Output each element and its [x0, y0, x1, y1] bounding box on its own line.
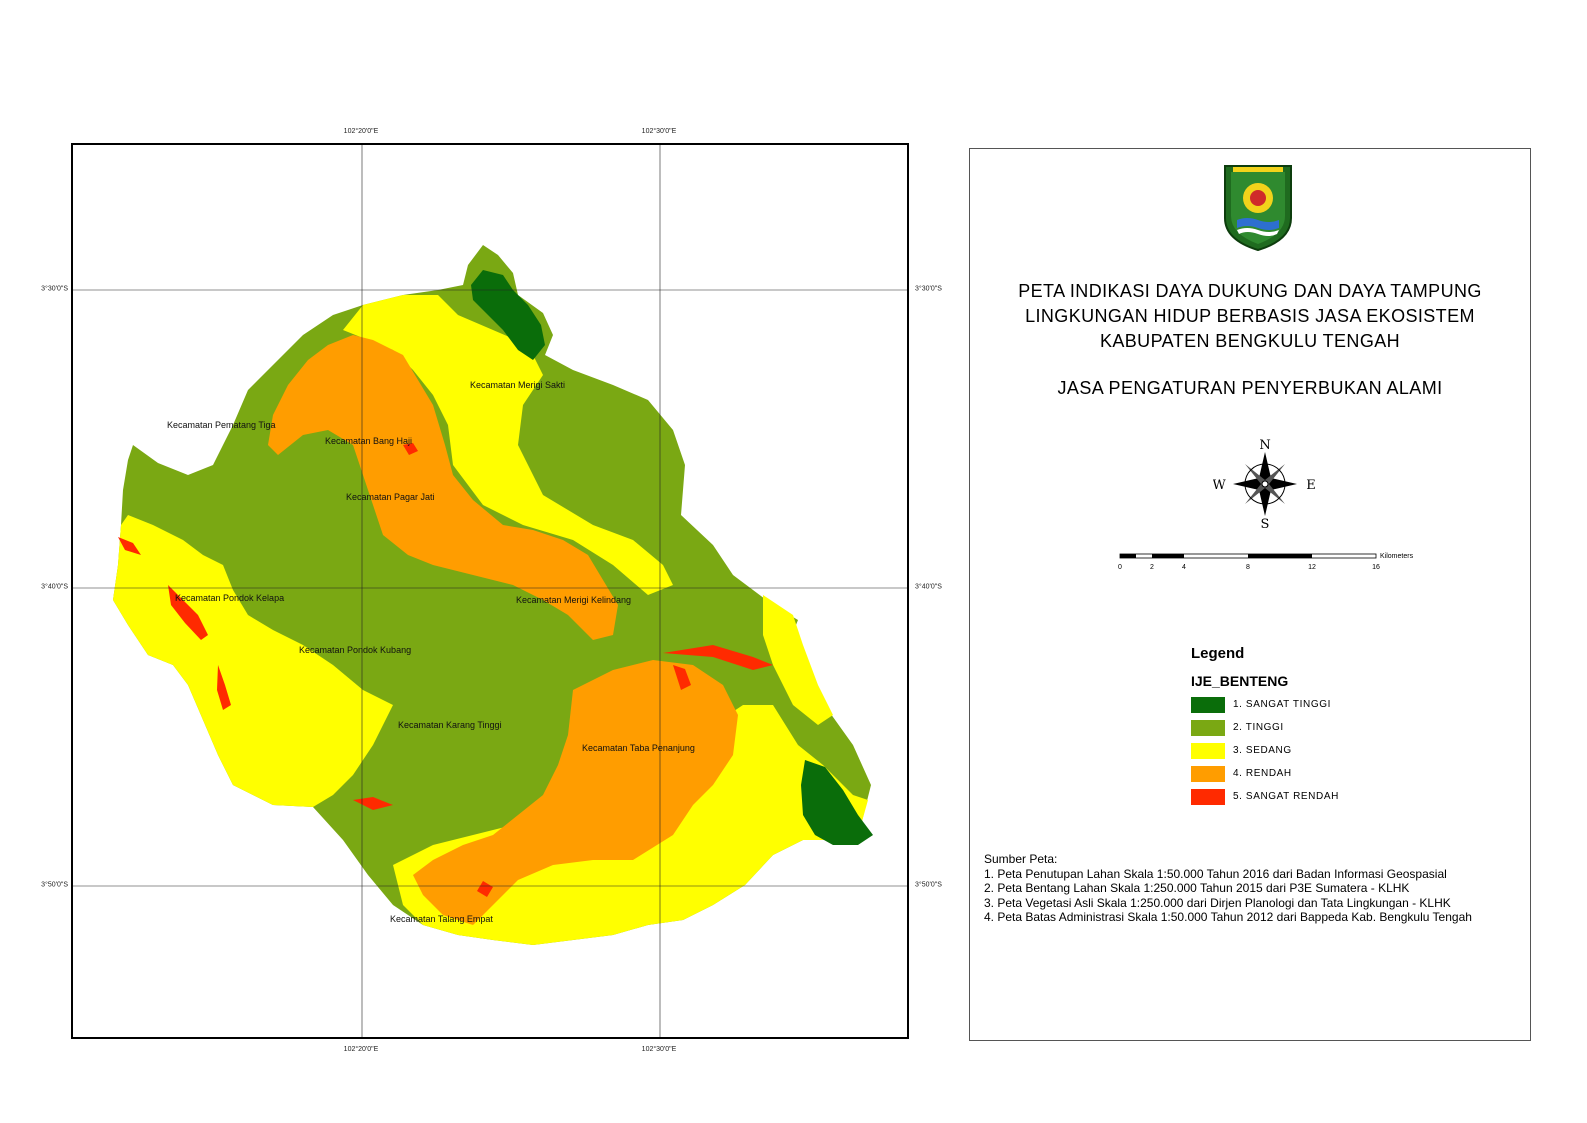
legend-swatch — [1191, 789, 1225, 805]
map-title-line3: KABUPATEN BENGKULU TENGAH — [1099, 331, 1401, 351]
compass-s: S — [1261, 517, 1270, 531]
source-item: 4. Peta Batas Administrasi Skala 1:50.00… — [984, 910, 1472, 924]
compass-n: N — [1259, 438, 1270, 453]
coord-right-2: 3°40'0"S — [915, 583, 942, 591]
district-label: Kecamatan Merigi Sakti — [470, 380, 566, 390]
legend-swatch — [1191, 743, 1225, 759]
coord-left-1: 3°30'0"S — [41, 285, 68, 293]
scale-bar: 0 2 4 8 12 16 Kilometers — [1118, 553, 1414, 571]
district-label: Kecamatan Pondok Kubang — [299, 645, 412, 655]
legend-layer-name: IJE_BENTENG — [1191, 673, 1289, 689]
legend-label: 4. RENDAH — [1233, 768, 1292, 779]
scale-tick: 2 — [1150, 564, 1154, 571]
legend-swatch — [1191, 766, 1225, 782]
regency-emblem-icon — [1224, 165, 1292, 252]
coord-bottom-1: 102°20'0"E — [343, 1046, 379, 1053]
district-label: Kecamatan Talang Empat — [390, 914, 493, 924]
district-label: Kecamatan Pagar Jati — [346, 492, 435, 502]
coord-left-2: 3°40'0"S — [41, 583, 68, 591]
compass-rose-icon: N S E W — [1213, 438, 1316, 531]
sources-heading: Sumber Peta: — [984, 852, 1058, 866]
region-rendah-south — [413, 660, 738, 925]
district-label: Kecamatan Bang Haji — [325, 436, 413, 446]
coord-bottom-2: 102°30'0"E — [641, 1046, 677, 1053]
district-label: Kecamatan Merigi Kelindang — [516, 595, 632, 605]
district-label: Kecamatan Karang Tinggi — [398, 720, 502, 730]
legend-label: 3. SEDANG — [1233, 745, 1292, 756]
coord-right-1: 3°30'0"S — [915, 285, 942, 293]
graticule — [73, 145, 907, 1037]
scale-tick: 16 — [1372, 564, 1380, 571]
district-label: Kecamatan Pondok Kelapa — [175, 593, 285, 603]
map-sources: Sumber Peta: 1. Peta Penutupan Lahan Ska… — [984, 852, 1472, 925]
region-sangat-tinggi-north — [471, 270, 545, 360]
coord-top-1: 102°20'0"E — [343, 128, 379, 135]
map-subtitle: JASA PENGATURAN PENYERBUKAN ALAMI — [1057, 378, 1443, 398]
source-item: 3. Peta Vegetasi Asli Skala 1:250.000 da… — [984, 895, 1451, 910]
legend-label: 2. TINGGI — [1233, 722, 1284, 733]
legend-label: 5. SANGAT RENDAH — [1233, 791, 1339, 802]
scale-tick: 0 — [1118, 564, 1122, 571]
map-canvas — [73, 145, 907, 1037]
scale-tick: 8 — [1246, 564, 1250, 571]
scale-unit: Kilometers — [1380, 553, 1414, 560]
legend-swatch — [1191, 697, 1225, 713]
compass-e: E — [1306, 478, 1316, 493]
region-rendah-central — [268, 335, 618, 640]
coord-top-2: 102°30'0"E — [641, 128, 677, 135]
district-label: Kecamatan Taba Penanjung — [582, 743, 695, 753]
source-item: 1. Peta Penutupan Lahan Skala 1:50.000 T… — [984, 866, 1447, 881]
coord-left-3: 3°50'0"S — [41, 881, 68, 889]
coord-right-3: 3°50'0"S — [915, 881, 942, 889]
scale-tick: 4 — [1182, 564, 1186, 571]
scale-tick: 12 — [1308, 564, 1316, 571]
legend-heading: Legend — [1191, 645, 1245, 662]
source-item: 2. Peta Bentang Lahan Skala 1:250.000 Ta… — [984, 881, 1410, 895]
compass-w: W — [1213, 478, 1226, 493]
map-title-line2: LINGKUNGAN HIDUP BERBASIS JASA EKOSISTEM — [1025, 306, 1475, 326]
region-sangat-rendah — [118, 443, 773, 897]
map-frame — [71, 143, 909, 1039]
legend-label: 1. SANGAT TINGGI — [1233, 699, 1331, 710]
region-sangat-tinggi-east — [801, 760, 873, 845]
region-sedang-east — [763, 595, 833, 725]
side-panel — [969, 148, 1531, 1041]
map-title-line1: PETA INDIKASI DAYA DUKUNG DAN DAYA TAMPU… — [1018, 281, 1482, 301]
district-label: Kecamatan Pematang Tiga — [167, 420, 276, 430]
legend-swatch — [1191, 720, 1225, 736]
region-sedang-north — [343, 295, 673, 595]
